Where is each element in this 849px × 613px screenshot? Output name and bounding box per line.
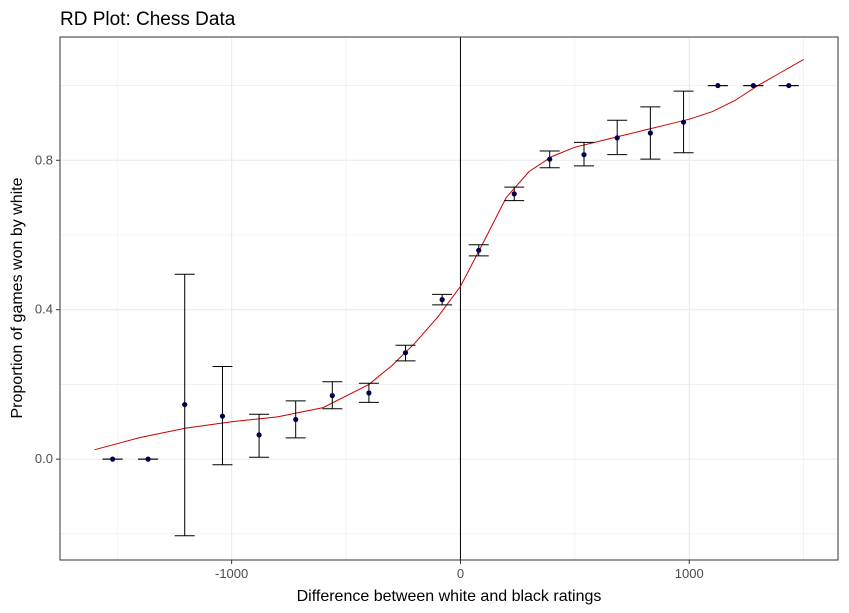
data-point (182, 401, 188, 408)
data-point (715, 82, 721, 89)
y-axis-title: Proportion of games won by white (9, 177, 26, 418)
data-point (145, 456, 151, 462)
plot-area: -1000 0 1000 0.0 0.4 0.8 (35, 36, 839, 581)
data-point (786, 82, 792, 89)
panel-border (59, 36, 839, 561)
data-point (219, 413, 226, 419)
data-point (402, 350, 409, 356)
data-point (256, 432, 262, 438)
data-point (614, 135, 620, 141)
y-tick-label: 0.0 (35, 451, 53, 466)
y-tick-label: 0.4 (35, 302, 53, 317)
data-point (511, 191, 517, 197)
data-point (329, 393, 335, 399)
fit-curve-right (459, 58, 804, 287)
data-point (366, 390, 372, 396)
x-tick-label: 1000 (675, 566, 704, 581)
data-point (680, 119, 687, 125)
x-tick-label: -1000 (215, 566, 248, 581)
data-point (581, 152, 587, 158)
x-axis-title: Difference between white and black ratin… (297, 588, 602, 605)
data-point (293, 416, 299, 423)
data-point (647, 130, 653, 136)
data-point (750, 82, 756, 89)
data-point (476, 247, 482, 253)
chart-title: RD Plot: Chess Data (60, 9, 236, 30)
data-point (110, 456, 116, 462)
data-point (439, 297, 445, 303)
fit-curve-left (94, 286, 461, 451)
data-point (547, 156, 553, 162)
y-tick-label: 0.8 (35, 152, 53, 167)
x-tick-label: 0 (457, 566, 464, 581)
